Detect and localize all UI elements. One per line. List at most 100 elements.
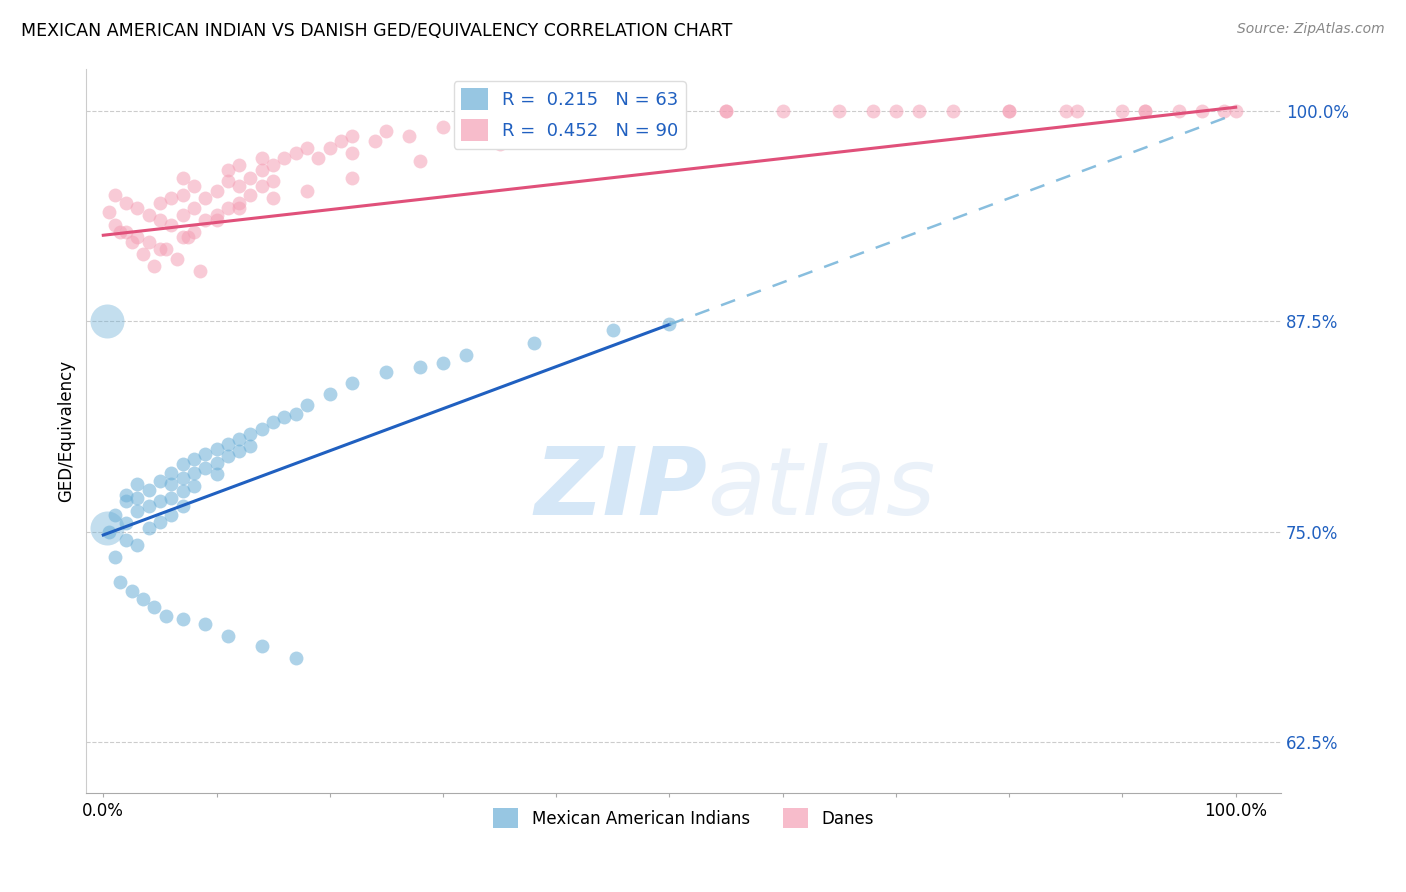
Point xyxy=(183,202,205,216)
Point xyxy=(907,103,929,118)
Point xyxy=(546,107,568,121)
Point xyxy=(194,460,217,475)
Point xyxy=(143,600,166,615)
Point xyxy=(1225,103,1247,118)
Point xyxy=(172,484,194,499)
Point xyxy=(183,479,205,493)
Point xyxy=(149,494,172,508)
Point xyxy=(488,137,510,152)
Point xyxy=(104,508,127,522)
Point xyxy=(262,191,284,205)
Point xyxy=(160,508,183,522)
Point xyxy=(138,483,160,497)
Point xyxy=(602,117,624,131)
Point xyxy=(172,500,194,514)
Point xyxy=(132,592,155,607)
Point xyxy=(217,437,239,451)
Point xyxy=(239,171,262,186)
Point xyxy=(188,263,211,277)
Point xyxy=(172,612,194,626)
Point xyxy=(602,103,624,118)
Point xyxy=(115,487,138,501)
Point xyxy=(364,134,387,148)
Point xyxy=(1111,103,1133,118)
Point xyxy=(97,524,120,539)
Point xyxy=(342,171,364,186)
Point xyxy=(295,398,318,412)
Point xyxy=(250,162,273,177)
Text: Source: ZipAtlas.com: Source: ZipAtlas.com xyxy=(1237,22,1385,37)
Point xyxy=(228,179,250,194)
Point xyxy=(342,376,364,391)
Point xyxy=(862,103,884,118)
Point xyxy=(104,187,127,202)
Point xyxy=(217,202,239,216)
Point xyxy=(1213,103,1236,118)
Point xyxy=(228,196,250,211)
Point xyxy=(127,477,149,491)
Point xyxy=(250,639,273,653)
Legend: Mexican American Indians, Danes: Mexican American Indians, Danes xyxy=(486,801,880,835)
Point xyxy=(228,432,250,446)
Point xyxy=(127,504,149,518)
Point xyxy=(155,608,177,623)
Point xyxy=(127,538,149,552)
Point xyxy=(1054,103,1077,118)
Point xyxy=(172,187,194,202)
Point xyxy=(772,103,794,118)
Point xyxy=(138,235,160,249)
Point xyxy=(194,447,217,461)
Point xyxy=(454,348,477,362)
Point xyxy=(273,151,295,165)
Point xyxy=(217,174,239,188)
Point xyxy=(160,218,183,232)
Point xyxy=(115,516,138,531)
Point xyxy=(194,213,217,227)
Point xyxy=(110,225,132,239)
Point xyxy=(284,651,307,665)
Point xyxy=(160,477,183,491)
Point xyxy=(143,259,166,273)
Point xyxy=(172,457,194,471)
Point xyxy=(228,443,250,458)
Point xyxy=(194,191,217,205)
Text: ZIP: ZIP xyxy=(534,442,707,534)
Point xyxy=(998,103,1021,118)
Point xyxy=(658,318,681,332)
Point xyxy=(217,449,239,463)
Point xyxy=(1133,103,1156,118)
Point xyxy=(602,322,624,336)
Point xyxy=(239,426,262,441)
Point xyxy=(295,185,318,199)
Y-axis label: GED/Equivalency: GED/Equivalency xyxy=(58,359,75,501)
Point xyxy=(205,185,228,199)
Point xyxy=(183,466,205,480)
Point xyxy=(488,112,510,126)
Point xyxy=(121,235,143,249)
Point xyxy=(160,466,183,480)
Text: atlas: atlas xyxy=(707,443,936,534)
Point xyxy=(307,151,329,165)
Point xyxy=(160,491,183,505)
Point xyxy=(319,386,342,401)
Point xyxy=(523,336,546,351)
Point xyxy=(1066,103,1088,118)
Point xyxy=(330,134,353,148)
Point xyxy=(714,103,737,118)
Point xyxy=(205,442,228,456)
Point xyxy=(432,120,454,135)
Point xyxy=(205,467,228,482)
Point xyxy=(342,128,364,143)
Point xyxy=(172,171,194,186)
Point xyxy=(96,314,118,328)
Point xyxy=(409,359,432,374)
Point xyxy=(96,521,118,535)
Point xyxy=(1168,103,1191,118)
Point xyxy=(177,230,200,244)
Point xyxy=(149,196,172,211)
Point xyxy=(375,124,398,138)
Point xyxy=(172,230,194,244)
Point xyxy=(155,242,177,256)
Point xyxy=(714,103,737,118)
Point xyxy=(183,179,205,194)
